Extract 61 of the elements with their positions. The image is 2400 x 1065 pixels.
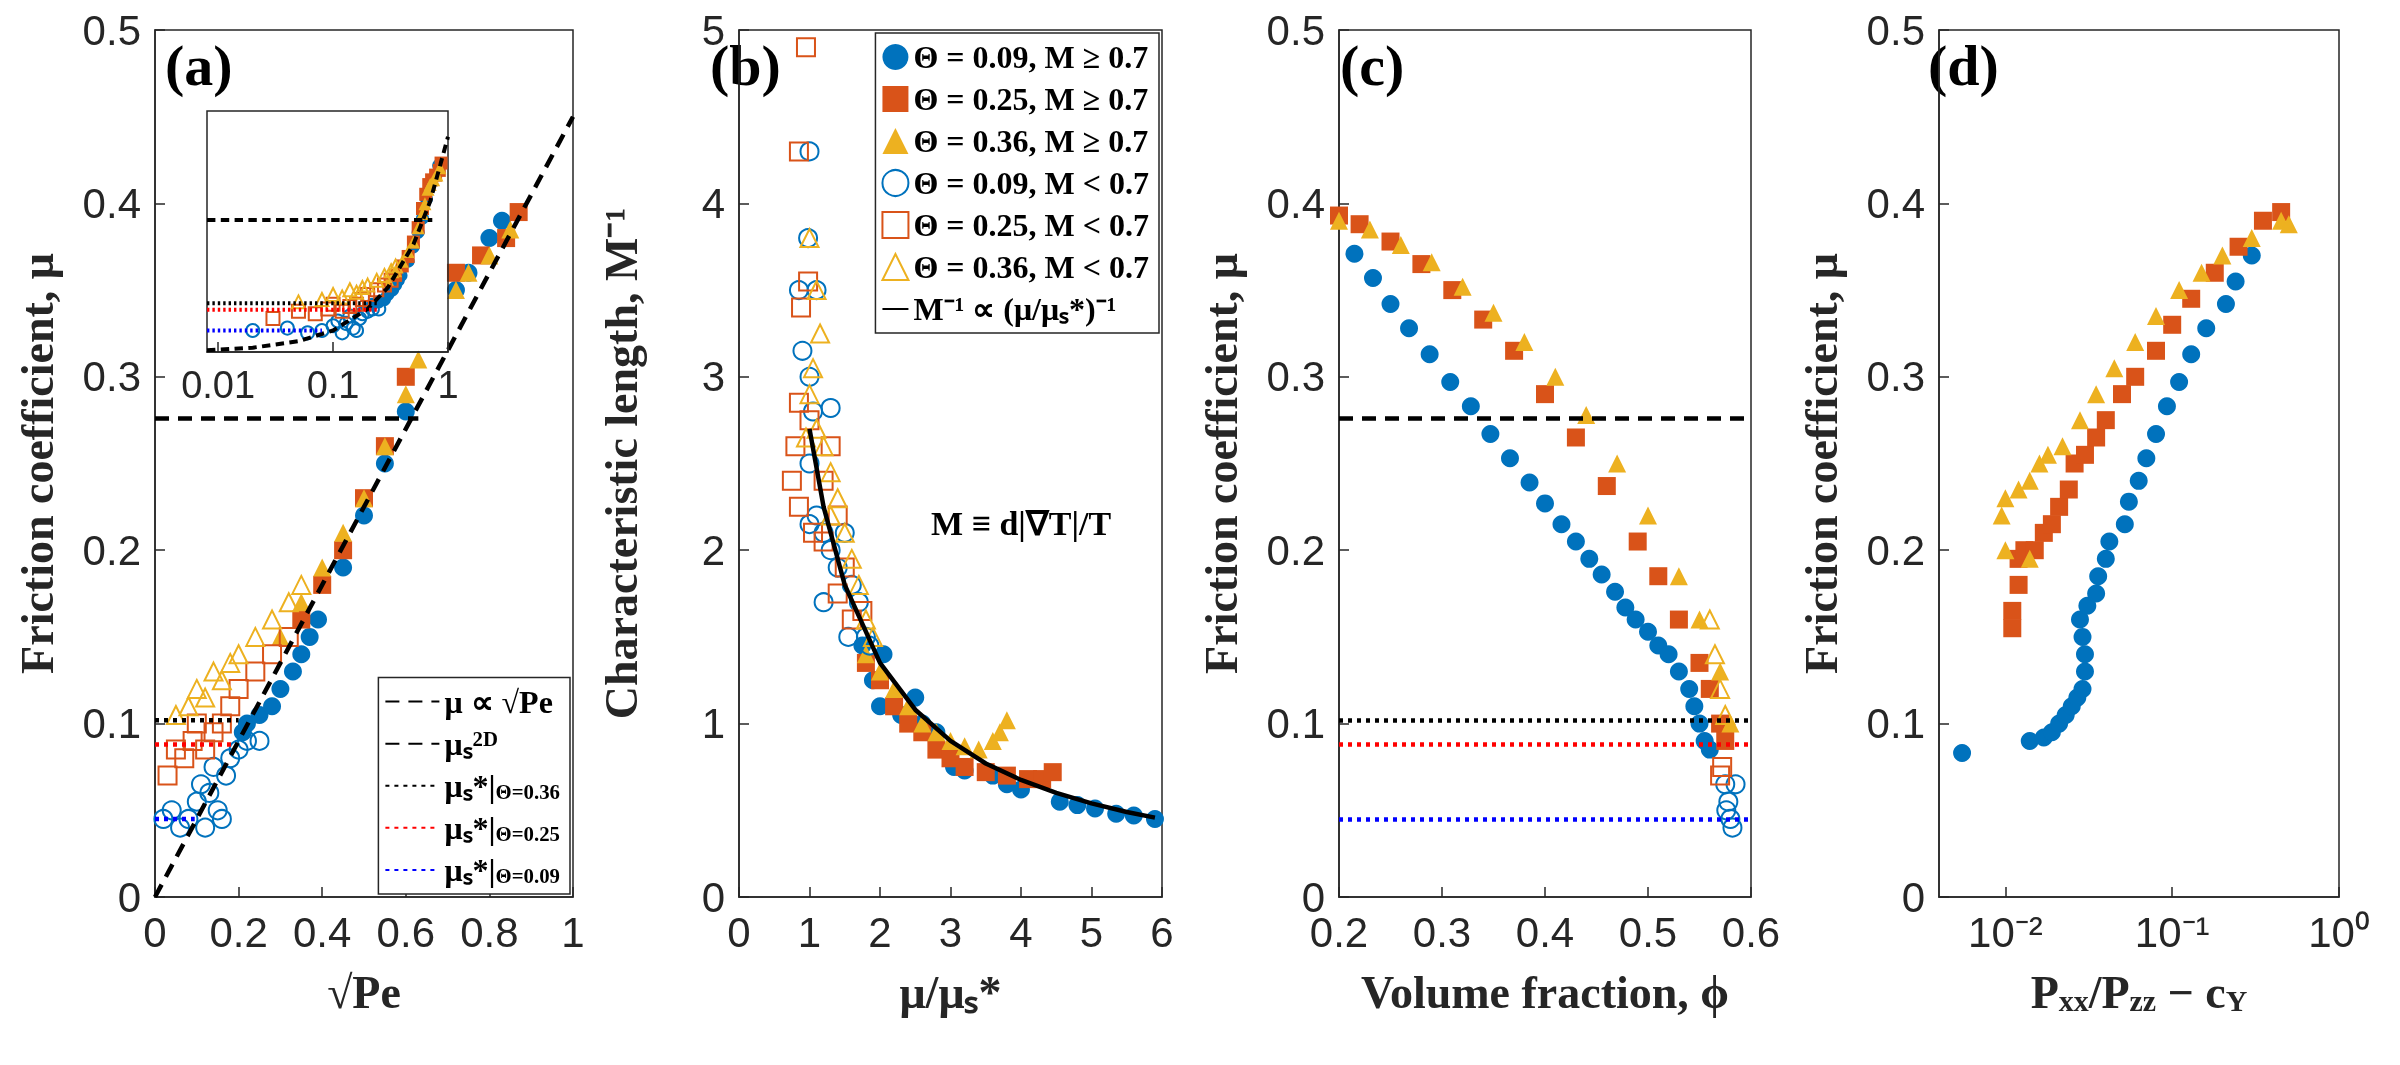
y-axis-title: Friction coefficient, μ (1195, 253, 1247, 674)
y-tick-label: 2 (701, 526, 725, 574)
y-tick-label: 0.1 (1866, 700, 1925, 748)
annotation: M ≡ d|∇T|/T (931, 505, 1112, 543)
y-axis-title: Characteristic length, M⁻¹ (595, 207, 647, 720)
y-tick-label: 0 (701, 873, 725, 921)
y-tick-label: 1 (701, 700, 725, 748)
legend-label: μₛ*|Θ=0.09 (444, 851, 560, 888)
y-tick-label: 0 (1901, 873, 1925, 921)
x-tick-label: 0.4 (293, 908, 352, 956)
y-axis-title: Friction coefficient, μ (11, 253, 63, 674)
x-tick-label: 0.01 (181, 364, 256, 406)
legend-label: Θ = 0.36, M < 0.7 (913, 249, 1149, 285)
y-tick-label: 0.5 (82, 6, 141, 54)
x-tick-label: 0.8 (460, 908, 519, 956)
y-tick-label: 0.4 (1266, 179, 1325, 227)
x-tick-label: 3 (938, 908, 963, 956)
x-tick-label: 10⁻² (1968, 908, 2043, 956)
y-tick-label: 0.2 (1866, 526, 1925, 574)
y-tick-label: 0.5 (1266, 6, 1325, 54)
legend-label: Θ = 0.25, M < 0.7 (913, 207, 1149, 243)
y-tick-label: 0.2 (1266, 526, 1325, 574)
legend-label: Θ = 0.36, M ≥ 0.7 (913, 123, 1149, 159)
x-tick-label: 2 (868, 908, 892, 956)
y-tick-label: 0.4 (82, 179, 141, 227)
legend-label: μ ∝ √Pe (444, 683, 553, 720)
y-axis-title: Friction coefficient, μ (1795, 253, 1847, 674)
legend-label: Θ = 0.09, M < 0.7 (913, 165, 1149, 201)
x-axis-title: Pxx/Pzz − cY (2030, 966, 2248, 1018)
x-tick-label: 0.2 (209, 908, 268, 956)
x-tick-label: 1 (561, 908, 585, 956)
chart-title: (c) (1340, 32, 1405, 98)
legend-label: Θ = 0.09, M ≥ 0.7 (913, 39, 1149, 75)
legend-label: M⁻¹ ∝ (μ/μₛ*)⁻¹ (913, 291, 1117, 327)
y-tick-label: 0.1 (82, 700, 141, 748)
x-tick-label: 0.1 (306, 364, 360, 406)
x-tick-label: 4 (1009, 908, 1033, 956)
x-axis-title: √Pe (327, 966, 401, 1018)
y-tick-label: 0.4 (1866, 179, 1925, 227)
y-tick-label: 0 (117, 873, 141, 921)
x-tick-label: 10⁰ (2308, 908, 2370, 956)
legend-label: μₛ*|Θ=0.25 (444, 809, 560, 846)
x-tick-label: 1 (797, 908, 822, 956)
legend-label: μₛ*|Θ=0.36 (444, 767, 560, 804)
chart-title: (a) (165, 32, 233, 98)
y-tick-label: 0.2 (82, 526, 141, 574)
y-tick-label: 0.5 (1866, 6, 1925, 54)
x-tick-label: 5 (1079, 908, 1104, 956)
x-tick-label: 0.4 (1515, 908, 1575, 956)
x-axis-title: Volume fraction, ϕ (1360, 966, 1730, 1018)
x-tick-label: 6 (1150, 908, 1174, 956)
y-tick-label: 4 (701, 179, 725, 227)
x-tick-label: 0.3 (1412, 908, 1472, 956)
y-tick-label: 0.1 (1266, 700, 1325, 748)
x-tick-label: 10⁻¹ (2134, 908, 2210, 956)
x-tick-label: 0.6 (1721, 908, 1781, 956)
x-tick-label: 1 (437, 364, 459, 406)
x-axis-title: μ/μₛ* (899, 966, 1002, 1018)
x-tick-label: 0.6 (376, 908, 435, 956)
legend-label: Θ = 0.25, M ≥ 0.7 (913, 81, 1149, 117)
x-tick-label: 0.5 (1618, 908, 1678, 956)
